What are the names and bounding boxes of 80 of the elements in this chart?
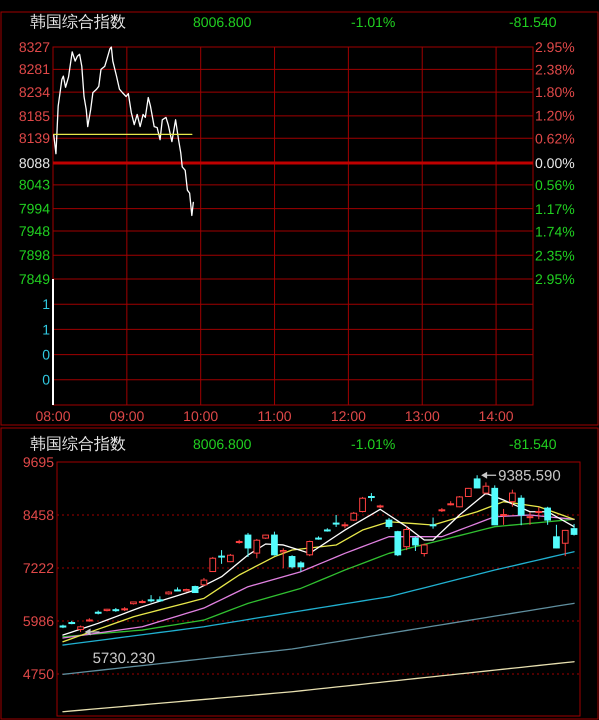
candlestick <box>474 474 480 489</box>
y-tick-label: 8139 <box>18 130 50 146</box>
candlestick <box>526 512 534 526</box>
y2-tick-label: 1.74% <box>535 223 575 240</box>
candlestick <box>544 506 551 526</box>
candlestick <box>570 523 578 536</box>
candlestick <box>430 517 436 530</box>
chart-title: 韩国综合指数 <box>30 435 126 453</box>
y2-tick-label: 0.00% <box>535 154 575 171</box>
text: -81.540 <box>509 14 557 30</box>
y-tick-label: 9695 <box>22 454 54 470</box>
y-tick-label: 8088 <box>18 154 50 171</box>
y2-tick-label: 2.95% <box>535 38 575 55</box>
y-tick-label: 8458 <box>22 506 54 523</box>
y2-tick-label: 2.95% <box>535 270 575 287</box>
chart-title: 韩国综合指数 <box>30 13 126 31</box>
candlestick <box>298 560 304 572</box>
y2-tick-label: 1.80% <box>535 84 575 100</box>
candlestick <box>244 532 252 558</box>
candlestick <box>420 543 428 558</box>
candlestick <box>271 531 278 556</box>
candlestick <box>288 554 296 570</box>
y-tick-label: 4750 <box>22 666 54 682</box>
y-tick-label: 5986 <box>22 612 54 629</box>
text: -1.01% <box>351 436 396 452</box>
y-tick-label: 7849 <box>18 270 50 287</box>
candlestick <box>209 556 216 572</box>
text: 8006.800 <box>193 436 252 452</box>
candlestick <box>359 496 366 513</box>
y-tick-label: 7222 <box>22 560 54 576</box>
candlestick <box>535 506 542 520</box>
candlestick <box>386 517 392 530</box>
y2-tick-label: 0.56% <box>535 176 575 193</box>
line-series <box>62 602 575 675</box>
candlestick <box>518 494 525 526</box>
candlestick <box>500 508 507 526</box>
y-tick-label: 8234 <box>18 84 50 100</box>
y2-tick-label: 2.38% <box>535 61 575 78</box>
candlestick <box>306 540 314 557</box>
y2-tick-label: 1.17% <box>535 200 575 217</box>
candlestick <box>350 511 358 522</box>
y-tick-label: 8327 <box>18 38 50 55</box>
candlestick <box>253 538 260 559</box>
x-tick-label: 09:00 <box>109 408 145 424</box>
y-tick-label: 7994 <box>18 200 50 217</box>
x-tick-label: 12:00 <box>330 408 366 424</box>
y-tick-label: 8043 <box>18 176 50 193</box>
text: 8006.800 <box>193 14 252 30</box>
y-tick-label: 7948 <box>18 222 50 239</box>
candlestick <box>562 529 569 557</box>
x-tick-label: 14:00 <box>478 408 514 424</box>
candlestick <box>394 530 402 557</box>
annotation: 9385.590 <box>498 468 561 485</box>
candlestick <box>403 526 410 551</box>
y-tick-label: 0 <box>42 346 50 362</box>
y-tick-label: 8281 <box>18 61 50 78</box>
text: -81.540 <box>509 436 557 452</box>
line-series <box>62 551 575 646</box>
x-tick-label: 11:00 <box>258 408 292 424</box>
y-tick-label: 1 <box>42 296 50 312</box>
line-series <box>53 46 194 216</box>
candlestick <box>456 496 463 508</box>
candlestick <box>218 550 225 564</box>
y-tick-label: 1 <box>42 321 50 338</box>
annotation: 5730.230 <box>92 650 156 668</box>
x-tick-label: 10:00 <box>183 408 218 424</box>
candlestick <box>553 524 560 549</box>
candlestick <box>332 514 340 528</box>
y-tick-label: 8185 <box>18 108 50 124</box>
y2-tick-label: 2.35% <box>535 247 575 264</box>
x-tick-label: 08:00 <box>35 408 71 424</box>
candlestick <box>412 536 419 552</box>
y-tick-label: 7898 <box>18 247 50 264</box>
candlestick <box>280 548 287 569</box>
text: -1.01% <box>351 14 396 30</box>
y-tick-label: 0 <box>42 372 50 388</box>
x-tick-label: 13:00 <box>404 408 440 424</box>
candlestick <box>509 489 516 508</box>
y2-tick-label: 0.62% <box>535 130 575 147</box>
y2-tick-label: 1.20% <box>535 108 575 124</box>
